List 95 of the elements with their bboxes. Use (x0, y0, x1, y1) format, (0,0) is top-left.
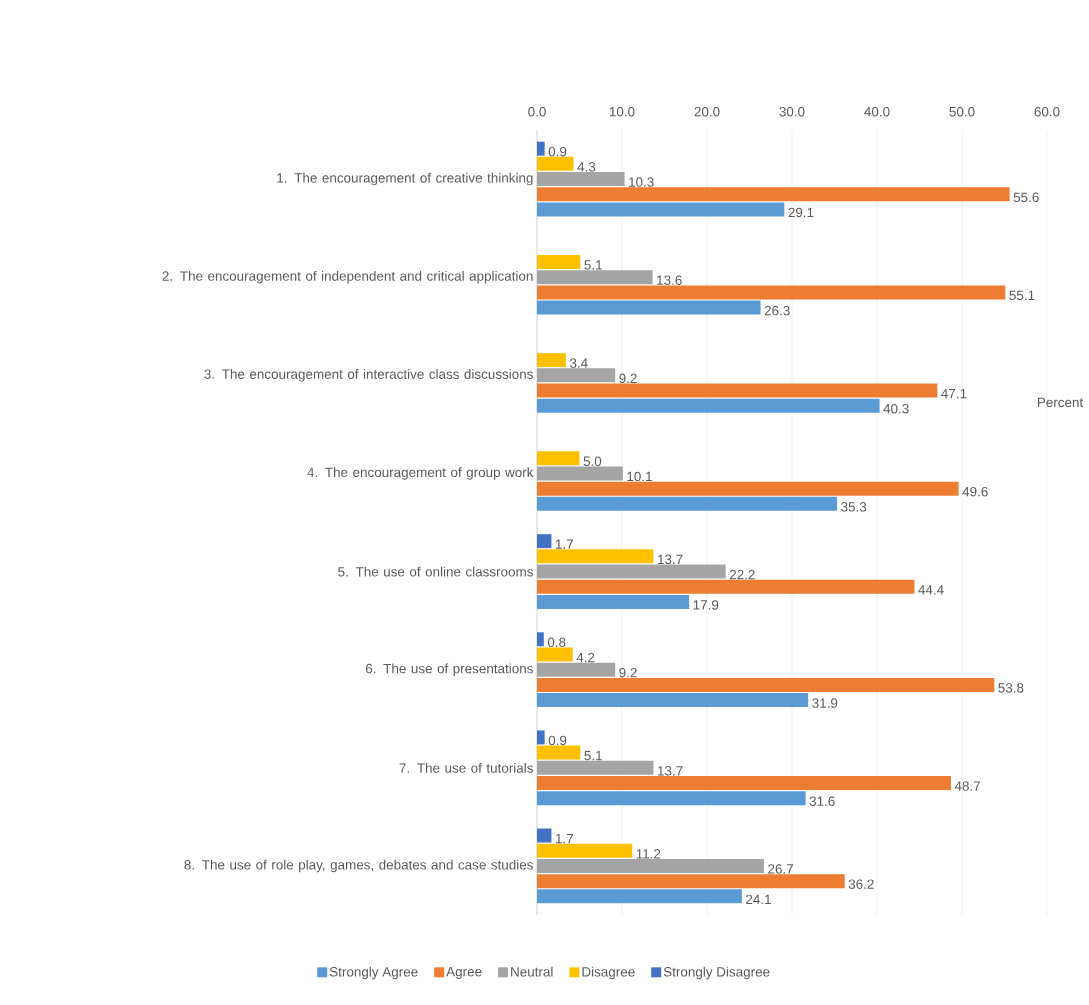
bar (537, 187, 1010, 202)
data-label: 5.1 (584, 750, 602, 761)
bar (537, 776, 951, 791)
x-tick-label: 20.0 (694, 106, 720, 117)
legend-label: Strongly Agree (329, 966, 418, 980)
bar (537, 828, 552, 843)
data-label: 24.1 (746, 894, 771, 905)
data-label: 3.4 (569, 358, 588, 368)
data-label: 44.4 (918, 585, 944, 595)
y-tick-label: 3. The encouragement of interactive class discussions (204, 369, 533, 382)
x-tick-label: 30.0 (779, 106, 805, 117)
data-label: 9.2 (619, 667, 637, 678)
bar (537, 172, 625, 187)
bar (537, 481, 959, 496)
bar (537, 858, 764, 873)
data-label: 1.7 (556, 539, 573, 549)
data-label: 10.1 (627, 471, 652, 482)
data-label: 40.3 (883, 403, 909, 414)
bar (537, 466, 623, 481)
bar (537, 383, 938, 398)
bar (537, 791, 806, 806)
data-label: 11.2 (636, 849, 661, 859)
y-tick-label: 4. The encouragement of group work (307, 467, 534, 480)
legend-label: Disagree (582, 966, 635, 980)
x-tick-label: 50.0 (949, 106, 975, 117)
data-label: 4.2 (576, 652, 595, 663)
data-label: 10.3 (629, 177, 654, 187)
data-label: 9.2 (619, 373, 637, 384)
x-tick-label: 60.0 (1034, 106, 1060, 117)
bar (537, 353, 566, 368)
data-label: 55.6 (1013, 192, 1039, 203)
bar (537, 594, 690, 609)
y-tick-label: 8. The use of role play, games, debates and case studies (184, 859, 533, 873)
x-tick-label: 0.0 (528, 106, 546, 117)
y-tick-label: 7. The use of tutorials (399, 762, 533, 773)
data-label: 36.2 (848, 879, 874, 889)
bar (537, 141, 545, 156)
data-label: 48.7 (954, 781, 980, 791)
bar (537, 285, 1006, 300)
bar (537, 368, 616, 383)
bar (537, 156, 574, 171)
data-label: 13.7 (658, 766, 683, 776)
data-label: 5.1 (584, 260, 602, 270)
data-label: 47.1 (941, 388, 967, 399)
bar (537, 647, 573, 662)
data-label: 31.9 (812, 698, 838, 708)
bar (537, 270, 653, 285)
data-label: 49.6 (962, 486, 988, 497)
data-label: 31.6 (809, 796, 835, 806)
legend-label: Neutral (511, 966, 553, 977)
data-label: 55.1 (1009, 290, 1035, 301)
bar (537, 300, 761, 315)
data-label: 26.3 (764, 305, 790, 316)
data-label: 26.7 (768, 864, 793, 874)
data-label: 13.6 (657, 275, 682, 285)
bar (537, 745, 581, 760)
data-label: 53.8 (998, 683, 1024, 693)
x-tick-label: 40.0 (864, 106, 890, 117)
data-label: 29.1 (788, 207, 814, 218)
bar (537, 549, 654, 564)
y-tick-label: 5. The use of online classrooms (338, 566, 533, 577)
bar (537, 632, 544, 647)
bar (537, 451, 580, 466)
y-tick-label: 1. The encouragement of creative thinking (277, 172, 533, 186)
bar (537, 693, 809, 708)
bar (537, 874, 845, 889)
y-tick-label: 6. The use of presentations (365, 663, 533, 676)
x-tick-label: 10.0 (609, 106, 635, 117)
data-label: 22.2 (729, 569, 755, 580)
bar (537, 496, 838, 511)
data-label: 0.9 (548, 735, 567, 746)
data-label: 17.9 (693, 600, 719, 610)
data-label: 35.3 (841, 502, 867, 512)
data-label: 4.3 (577, 162, 596, 172)
bar (537, 730, 545, 745)
bar (537, 254, 581, 269)
bar (537, 677, 995, 692)
bar (537, 398, 880, 413)
bar (537, 662, 616, 677)
bar (537, 564, 726, 579)
bar (537, 843, 633, 858)
bar (537, 760, 654, 775)
bar (537, 202, 785, 217)
bar (537, 889, 742, 904)
data-label: 5.0 (583, 456, 602, 466)
bar (537, 534, 552, 549)
legend-label: Strongly Disagree (663, 966, 770, 980)
legend-label: Agree (446, 966, 482, 979)
data-label: 13.7 (658, 554, 683, 565)
data-label: 0.9 (548, 146, 567, 157)
bar (537, 579, 915, 594)
data-label: 0.8 (547, 637, 566, 648)
data-label: 1.7 (556, 833, 573, 844)
x-axis-title: Percent (1037, 397, 1084, 408)
y-tick-label: 2. The encouragement of independent and critical application (162, 270, 533, 284)
